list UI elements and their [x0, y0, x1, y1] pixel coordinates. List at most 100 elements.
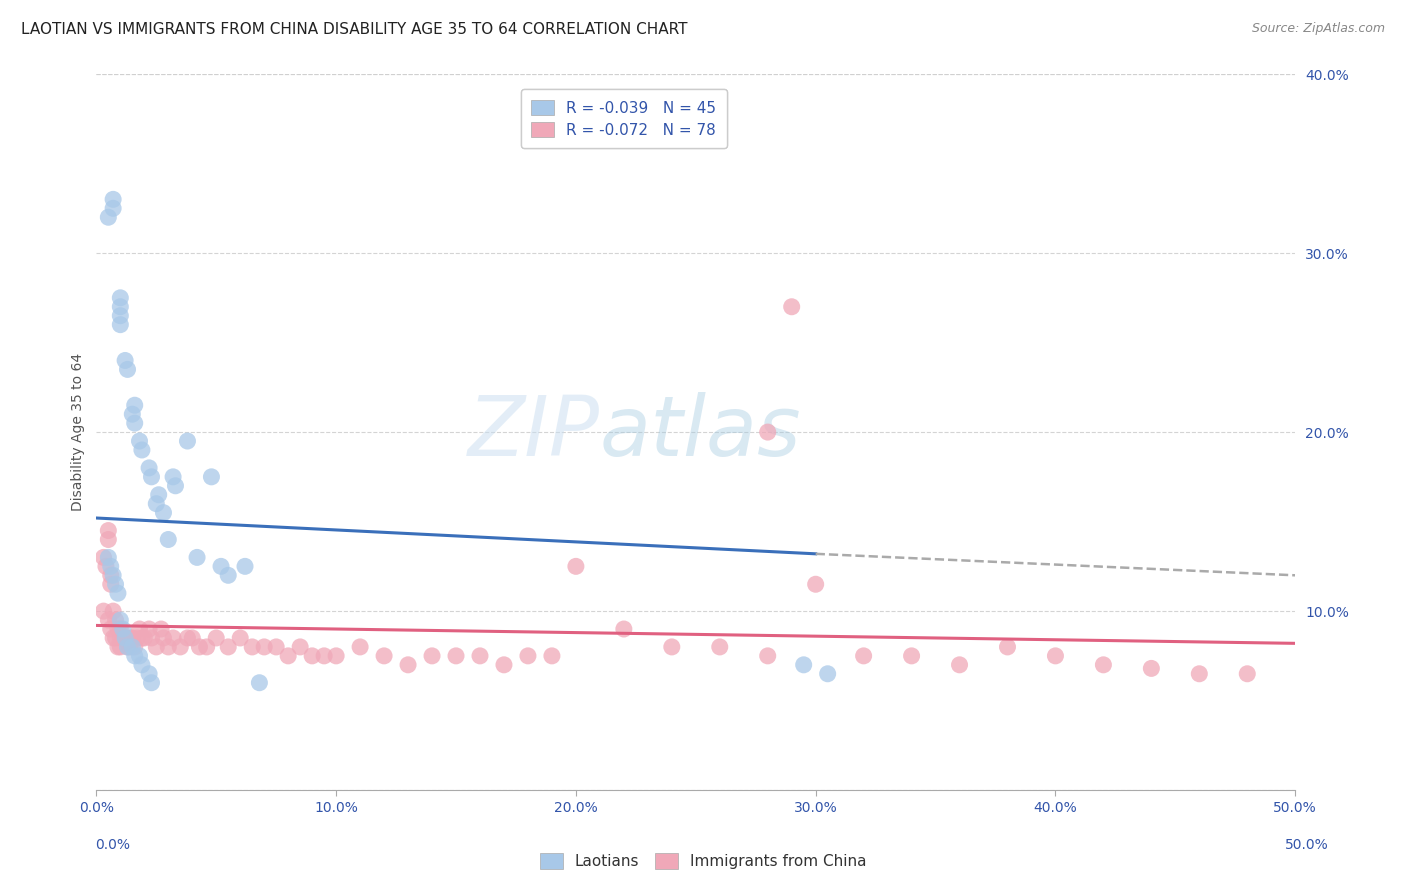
- Point: [780, 300, 803, 314]
- Point: [131, 657, 153, 672]
- Point: [138, 666, 160, 681]
- Point: [233, 559, 256, 574]
- Point: [110, 631, 132, 645]
- Point: [121, 640, 143, 654]
- Point: [492, 657, 515, 672]
- Point: [793, 657, 815, 672]
- Point: [1045, 648, 1067, 663]
- Text: atlas: atlas: [600, 392, 801, 473]
- Point: [200, 470, 222, 484]
- Point: [100, 559, 122, 574]
- Point: [277, 648, 299, 663]
- Point: [169, 640, 191, 654]
- Point: [110, 613, 132, 627]
- Text: 50.0%: 50.0%: [1285, 838, 1329, 852]
- Point: [253, 640, 276, 654]
- Point: [110, 291, 132, 305]
- Point: [420, 648, 443, 663]
- Point: [100, 577, 122, 591]
- Point: [107, 586, 129, 600]
- Point: [131, 631, 153, 645]
- Point: [516, 648, 538, 663]
- Point: [124, 416, 146, 430]
- Point: [101, 192, 124, 206]
- Point: [229, 631, 252, 645]
- Point: [118, 631, 141, 645]
- Point: [247, 675, 270, 690]
- Point: [709, 640, 731, 654]
- Point: [176, 434, 198, 448]
- Point: [127, 631, 149, 645]
- Point: [565, 559, 588, 574]
- Point: [162, 631, 184, 645]
- Point: [141, 675, 163, 690]
- Point: [128, 622, 150, 636]
- Point: [111, 631, 134, 645]
- Point: [117, 640, 139, 654]
- Point: [134, 631, 156, 645]
- Point: [373, 648, 395, 663]
- Point: [217, 640, 239, 654]
- Point: [314, 648, 336, 663]
- Point: [110, 640, 132, 654]
- Point: [101, 631, 124, 645]
- Point: [110, 318, 132, 332]
- Point: [100, 568, 122, 582]
- Point: [997, 640, 1019, 654]
- Point: [104, 631, 127, 645]
- Point: [852, 648, 875, 663]
- Point: [209, 559, 232, 574]
- Point: [1092, 657, 1115, 672]
- Point: [188, 640, 211, 654]
- Point: [111, 622, 134, 636]
- Point: [110, 309, 132, 323]
- Point: [468, 648, 491, 663]
- Point: [138, 461, 160, 475]
- Point: [301, 648, 323, 663]
- Point: [165, 479, 187, 493]
- Point: [97, 550, 120, 565]
- Text: ZIP: ZIP: [468, 392, 600, 473]
- Point: [396, 657, 419, 672]
- Point: [93, 550, 115, 565]
- Point: [948, 657, 970, 672]
- Point: [124, 648, 146, 663]
- Point: [107, 622, 129, 636]
- Point: [138, 622, 160, 636]
- Point: [900, 648, 922, 663]
- Point: [128, 648, 150, 663]
- Point: [110, 622, 132, 636]
- Point: [541, 648, 564, 663]
- Point: [114, 631, 136, 645]
- Point: [145, 497, 167, 511]
- Point: [181, 631, 204, 645]
- Point: [114, 631, 136, 645]
- Point: [195, 640, 218, 654]
- Point: [148, 488, 170, 502]
- Point: [756, 648, 779, 663]
- Point: [157, 640, 180, 654]
- Legend: R = -0.039   N = 45, R = -0.072   N = 78: R = -0.039 N = 45, R = -0.072 N = 78: [520, 89, 727, 148]
- Point: [107, 640, 129, 654]
- Point: [101, 202, 124, 216]
- Point: [97, 211, 120, 225]
- Point: [101, 604, 124, 618]
- Text: Source: ZipAtlas.com: Source: ZipAtlas.com: [1251, 22, 1385, 36]
- Point: [1236, 666, 1258, 681]
- Point: [97, 524, 120, 538]
- Point: [131, 442, 153, 457]
- Point: [114, 631, 136, 645]
- Point: [217, 568, 239, 582]
- Point: [97, 533, 120, 547]
- Point: [325, 648, 347, 663]
- Point: [93, 604, 115, 618]
- Point: [613, 622, 636, 636]
- Point: [124, 640, 146, 654]
- Point: [661, 640, 683, 654]
- Point: [804, 577, 827, 591]
- Point: [444, 648, 467, 663]
- Y-axis label: Disability Age 35 to 64: Disability Age 35 to 64: [72, 353, 86, 511]
- Point: [101, 568, 124, 582]
- Point: [157, 533, 180, 547]
- Point: [121, 407, 143, 421]
